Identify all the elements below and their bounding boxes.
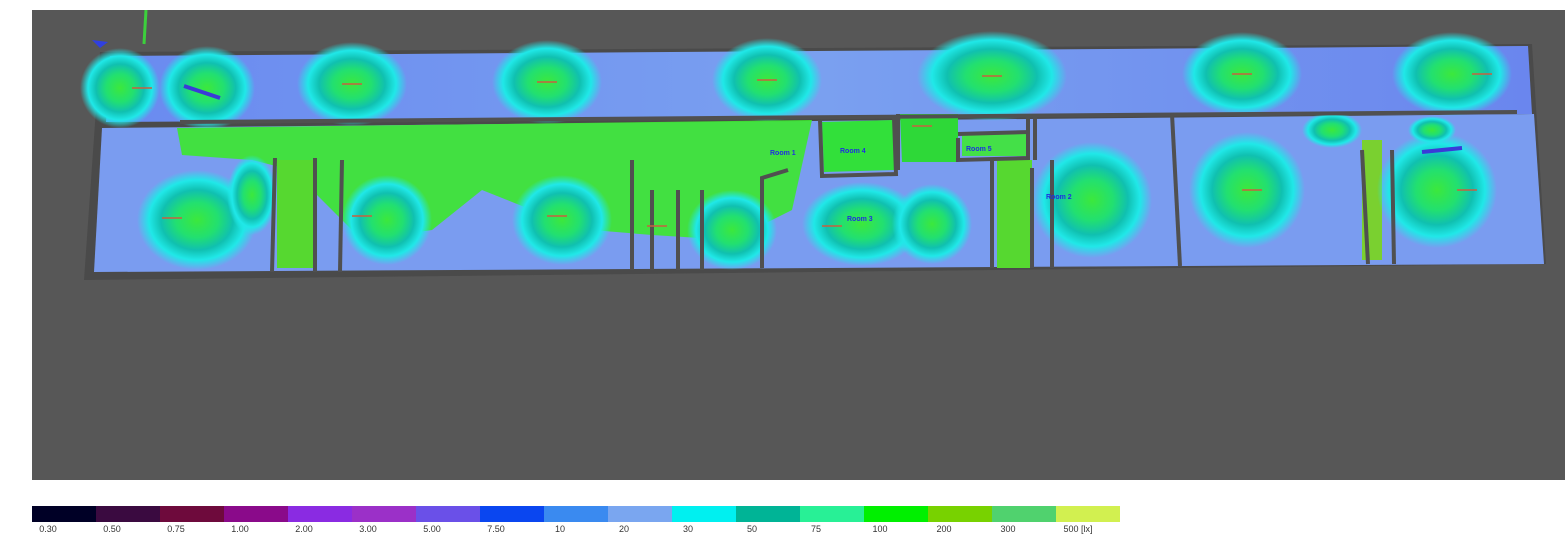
legend-swatch [608,506,672,522]
legend-tick-label: 10 [554,524,566,534]
axis-gizmo-icon [92,40,108,48]
legend-tick-label: 5.00 [423,524,441,534]
legend-tick-label: 100 [872,524,888,534]
legend-tick-label: 1.00 [231,524,249,534]
legend-tick-label: 500 [lx] [1063,524,1093,534]
legend-swatch [224,506,288,522]
legend-swatch [160,506,224,522]
legend-tick-label: 75 [810,524,822,534]
floor-plan-render [80,10,1546,280]
legend-swatch [1056,506,1120,522]
legend-swatch [480,506,544,522]
room-light-spots [137,112,1497,270]
legend-swatch [928,506,992,522]
legend-tick-label: 2.00 [295,524,313,534]
room-label[interactable]: Room 1 [770,150,796,157]
legend-swatch [992,506,1056,522]
walls [179,110,1518,273]
window-feature [183,84,221,100]
illuminance-legend [32,506,1120,522]
luminaire-markers [132,73,1492,227]
legend-swatch [352,506,416,522]
legend-tick-label: 30 [682,524,694,534]
legend-tick-label: 0.50 [103,524,121,534]
y-axis-gizmo [142,10,148,45]
legend-tick-label: 20 [618,524,630,534]
legend-swatch [32,506,96,522]
legend-swatch [288,506,352,522]
legend-swatch [416,506,480,522]
legend-tick-label: 7.50 [487,524,505,534]
legend-tick-label: 3.00 [359,524,377,534]
legend-swatch [544,506,608,522]
legend-swatch [672,506,736,522]
room-label[interactable]: Room 5 [966,146,992,153]
legend-tick-label: 0.75 [167,524,185,534]
window-feature [1421,146,1463,154]
room-label[interactable]: Room 2 [1046,194,1072,201]
legend-tick-label: 0.30 [39,524,57,534]
legend-swatch [800,506,864,522]
legend-tick-label: 200 [936,524,952,534]
legend-swatch [864,506,928,522]
legend-tick-label: 300 [1000,524,1016,534]
room-label[interactable]: Room 4 [840,148,866,155]
legend-swatch [736,506,800,522]
3d-viewport[interactable]: Room 1 Room 4 Room 5 Room 3 Room 2 [32,10,1565,480]
legend-tick-label: 50 [746,524,758,534]
room-label[interactable]: Room 3 [847,216,873,223]
legend-swatch [96,506,160,522]
